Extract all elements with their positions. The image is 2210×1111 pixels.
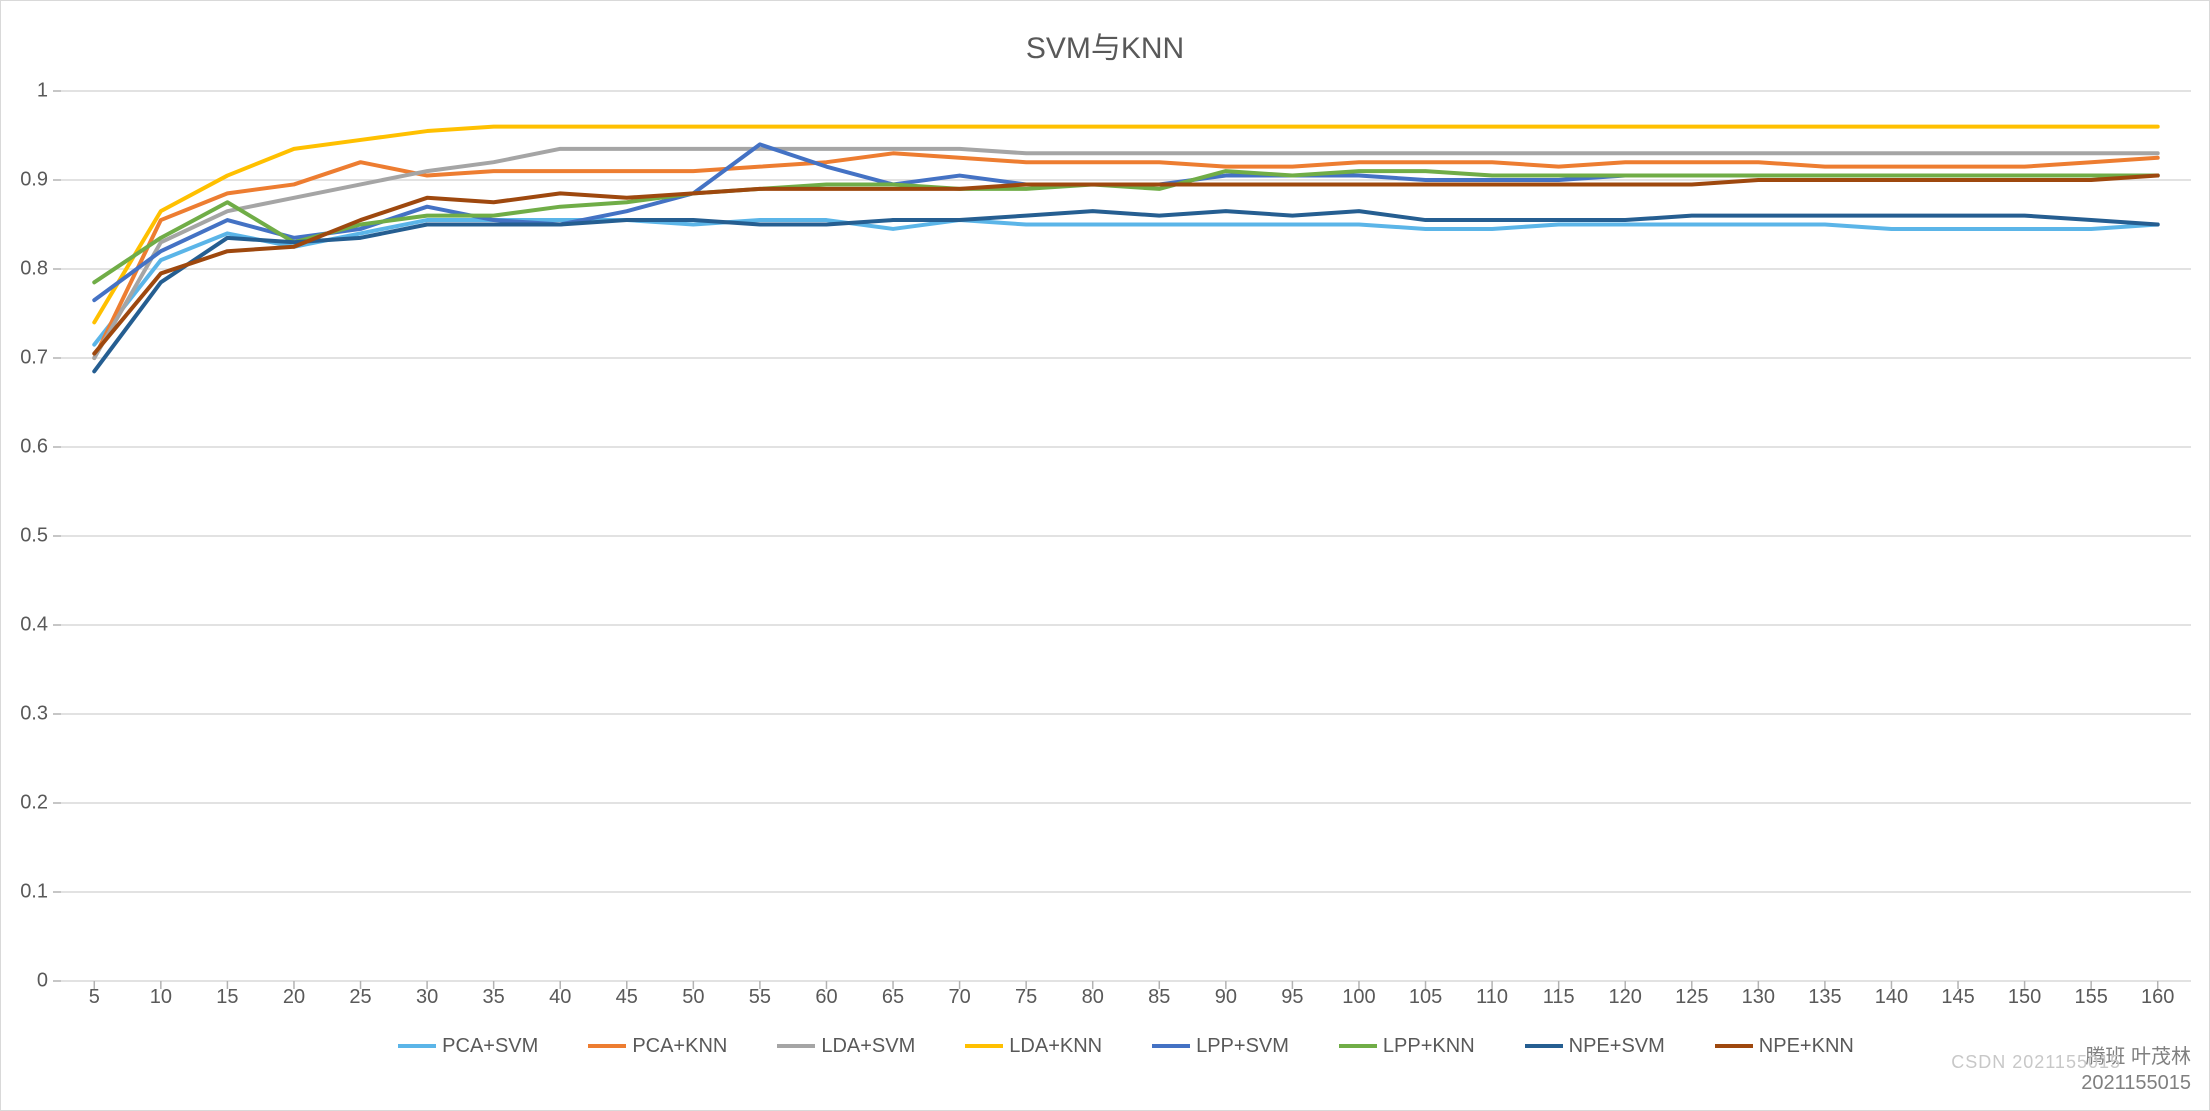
chart-svg bbox=[61, 91, 2191, 981]
legend-swatch bbox=[1715, 1044, 1753, 1048]
legend-swatch bbox=[1152, 1044, 1190, 1048]
x-tick-label: 20 bbox=[283, 986, 305, 1009]
x-tick-label: 105 bbox=[1409, 986, 1442, 1009]
legend-label: NPE+SVM bbox=[1569, 1035, 1665, 1058]
x-tick-label: 30 bbox=[416, 986, 438, 1009]
legend-label: LDA+KNN bbox=[1009, 1035, 1102, 1058]
legend-label: LPP+SVM bbox=[1196, 1035, 1289, 1058]
y-tick-label: 0.6 bbox=[20, 436, 48, 459]
chart-container: SVM与KNN 0 0.1 0.2 0.3 0.4 0.5 0.6 0.7 0.8 0.9 1 5 1… bbox=[0, 0, 2210, 1111]
y-tick-label: 0.3 bbox=[20, 703, 48, 726]
legend-item[interactable]: LPP+SVM bbox=[1152, 1035, 1289, 1058]
series-line bbox=[94, 211, 2157, 371]
legend-item[interactable]: PCA+KNN bbox=[588, 1035, 727, 1058]
x-tick-label: 125 bbox=[1675, 986, 1708, 1009]
x-tick-label: 145 bbox=[1941, 986, 1974, 1009]
chart-title: SVM与KNN bbox=[1, 23, 2209, 67]
x-tick-label: 115 bbox=[1543, 986, 1575, 1009]
x-tick-label: 80 bbox=[1082, 986, 1104, 1009]
x-tick-label: 95 bbox=[1281, 986, 1303, 1009]
x-tick-label: 160 bbox=[2141, 986, 2174, 1009]
x-tick-label: 65 bbox=[882, 986, 904, 1009]
x-tick-label: 135 bbox=[1808, 986, 1841, 1009]
y-tick-label: 0.1 bbox=[20, 881, 48, 904]
y-axis-ticks: 00.10.20.30.40.50.60.70.80.91 bbox=[1, 91, 56, 981]
legend-item[interactable]: PCA+SVM bbox=[398, 1035, 538, 1058]
x-tick-label: 140 bbox=[1875, 986, 1908, 1009]
series-line bbox=[94, 176, 2157, 354]
x-tick-label: 100 bbox=[1342, 986, 1375, 1009]
legend-label: NPE+KNN bbox=[1759, 1035, 1854, 1058]
watermark-faint: CSDN 2021155015 bbox=[1951, 1051, 2121, 1074]
x-tick-label: 155 bbox=[2074, 986, 2107, 1009]
legend-label: LDA+SVM bbox=[821, 1035, 915, 1058]
y-tick-label: 0.2 bbox=[20, 792, 48, 815]
x-tick-label: 150 bbox=[2008, 986, 2041, 1009]
legend-swatch bbox=[1339, 1044, 1377, 1048]
x-tick-label: 40 bbox=[549, 986, 571, 1009]
x-tick-label: 60 bbox=[815, 986, 837, 1009]
watermark-line2: 2021155015 bbox=[2081, 1072, 2191, 1094]
legend-item[interactable]: LPP+KNN bbox=[1339, 1035, 1475, 1058]
legend-item[interactable]: NPE+KNN bbox=[1715, 1035, 1854, 1058]
legend-swatch bbox=[965, 1044, 1003, 1048]
x-tick-label: 15 bbox=[216, 986, 238, 1009]
x-tick-label: 75 bbox=[1015, 986, 1037, 1009]
series-line bbox=[94, 220, 2157, 345]
x-tick-label: 55 bbox=[749, 986, 771, 1009]
x-tick-label: 5 bbox=[89, 986, 100, 1009]
legend-swatch bbox=[1525, 1044, 1563, 1048]
y-tick-label: 0 bbox=[37, 970, 48, 993]
legend-swatch bbox=[398, 1044, 436, 1048]
y-tick-label: 1 bbox=[37, 80, 48, 103]
x-tick-label: 130 bbox=[1742, 986, 1775, 1009]
legend-label: LPP+KNN bbox=[1383, 1035, 1475, 1058]
y-tick-label: 0.7 bbox=[20, 347, 48, 370]
y-tick-label: 0.8 bbox=[20, 258, 48, 281]
x-tick-label: 70 bbox=[948, 986, 970, 1009]
legend-item[interactable]: NPE+SVM bbox=[1525, 1035, 1665, 1058]
x-tick-label: 85 bbox=[1148, 986, 1170, 1009]
legend-swatch bbox=[588, 1044, 626, 1048]
legend-label: PCA+SVM bbox=[442, 1035, 538, 1058]
x-tick-label: 110 bbox=[1476, 986, 1508, 1009]
x-tick-label: 35 bbox=[483, 986, 505, 1009]
chart-legend: PCA+SVM PCA+KNN LDA+SVM LDA+KNN LPP+SVM LPP+K… bbox=[61, 1026, 2191, 1066]
x-tick-label: 45 bbox=[616, 986, 638, 1009]
legend-label: PCA+KNN bbox=[632, 1035, 727, 1058]
legend-item[interactable]: LDA+KNN bbox=[965, 1035, 1102, 1058]
x-tick-label: 25 bbox=[349, 986, 371, 1009]
x-tick-label: 90 bbox=[1215, 986, 1237, 1009]
y-tick-label: 0.9 bbox=[20, 169, 48, 192]
y-tick-label: 0.4 bbox=[20, 614, 48, 637]
legend-item[interactable]: LDA+SVM bbox=[777, 1035, 915, 1058]
x-tick-label: 120 bbox=[1609, 986, 1642, 1009]
watermark: CSDN 2021155015 腾班 叶茂林 2021155015 bbox=[2081, 1044, 2191, 1096]
x-tick-label: 50 bbox=[682, 986, 704, 1009]
legend-swatch bbox=[777, 1044, 815, 1048]
y-tick-label: 0.5 bbox=[20, 525, 48, 548]
x-tick-label: 10 bbox=[150, 986, 172, 1009]
x-axis-ticks: 5 10 15 20 25 30 35 40 45 50 55 60 65 70 75 80 85 90 95 100… bbox=[61, 986, 2191, 1016]
plot-area bbox=[61, 91, 2191, 981]
